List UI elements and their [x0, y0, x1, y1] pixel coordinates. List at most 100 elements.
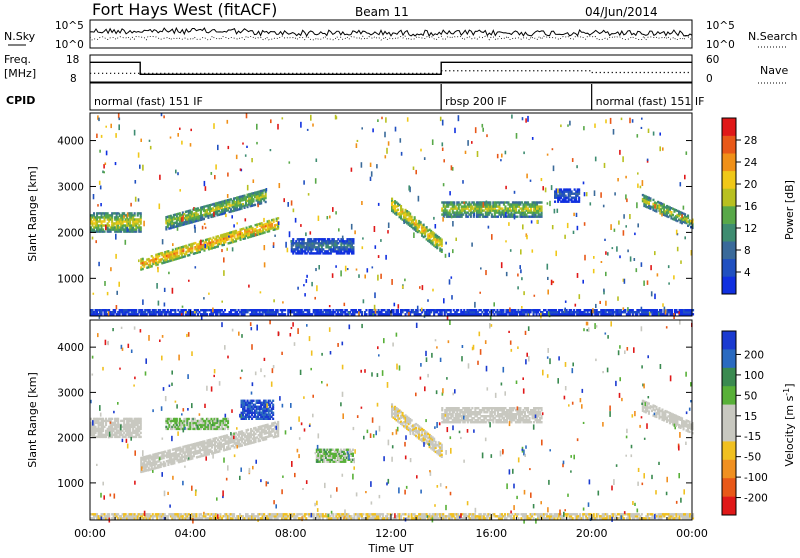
- heatmap-cell: [592, 308, 594, 313]
- heatmap-cell: [282, 117, 284, 119]
- heatmap-cell: [361, 311, 363, 313]
- heatmap-cell: [523, 291, 525, 295]
- heatmap-cell: [150, 146, 152, 150]
- heatmap-cell: [441, 239, 443, 241]
- heatmap-cell: [620, 313, 622, 315]
- heatmap-cell: [275, 313, 277, 315]
- noise-search-label: N.Search: [748, 30, 798, 43]
- heatmap-cell: [404, 279, 406, 282]
- heatmap-cell: [127, 212, 129, 217]
- heatmap-cell: [117, 418, 119, 420]
- heatmap-cell: [552, 148, 554, 150]
- heatmap-cell: [627, 307, 629, 311]
- heatmap-cell: [575, 304, 577, 307]
- heatmap-cell: [264, 262, 266, 267]
- heatmap-cell: [480, 313, 482, 315]
- heatmap-cell: [424, 233, 426, 235]
- heatmap-cell: [287, 202, 289, 207]
- heatmap-cell: [443, 183, 445, 186]
- heatmap-cell: [505, 151, 507, 155]
- heatmap-cell: [356, 143, 358, 148]
- heatmap-cell: [188, 254, 190, 256]
- heatmap-cell: [332, 313, 334, 315]
- heatmap-cell: [340, 270, 342, 276]
- heatmap-cell: [578, 193, 580, 195]
- heatmap-cell: [532, 137, 534, 140]
- heatmap-cell: [300, 122, 302, 128]
- heatmap-cell: [442, 148, 444, 151]
- heatmap-cell: [228, 146, 230, 149]
- heatmap-cell: [618, 221, 620, 225]
- date-label: 04/Jun/2014: [585, 5, 658, 19]
- heatmap-cell: [200, 240, 202, 246]
- y-tick-label: 4000: [57, 136, 84, 148]
- heatmap-cell: [648, 129, 650, 133]
- heatmap-cell: [284, 313, 286, 315]
- heatmap-cell: [248, 285, 250, 288]
- heatmap-cell: [315, 178, 317, 184]
- heatmap-cell: [314, 297, 316, 300]
- heatmap-cell: [289, 161, 291, 163]
- heatmap-cell: [659, 133, 661, 136]
- heatmap-cell: [137, 313, 139, 315]
- heatmap-cell: [415, 220, 417, 222]
- heatmap-cell: [168, 219, 170, 224]
- heatmap-cell: [336, 116, 338, 119]
- heatmap-cell: [236, 222, 238, 224]
- heatmap-cell: [270, 149, 272, 151]
- heatmap-cell: [204, 244, 206, 248]
- heatmap-cell: [125, 240, 127, 245]
- heatmap-cell: [278, 221, 280, 225]
- heatmap-cell: [483, 202, 485, 208]
- heatmap-cell: [182, 215, 184, 221]
- heatmap-cell: [191, 245, 193, 247]
- heatmap-cell: [475, 127, 477, 133]
- heatmap-cell: [621, 118, 623, 121]
- heatmap-cell: [547, 264, 549, 270]
- heatmap-cell: [604, 239, 606, 241]
- heatmap-cell: [605, 119, 607, 123]
- heatmap-cell: [534, 295, 536, 297]
- heatmap-cell: [197, 313, 199, 315]
- heatmap-cell: [289, 231, 291, 237]
- heatmap-cell: [521, 306, 523, 309]
- heatmap-cell: [98, 262, 100, 266]
- heatmap-cell: [576, 213, 578, 217]
- heatmap-cell: [241, 444, 243, 446]
- heatmap-cell: [277, 309, 279, 311]
- heatmap-cell: [375, 309, 377, 314]
- heatmap-cell: [632, 119, 634, 123]
- heatmap-cell: [686, 218, 688, 223]
- heatmap-cell: [268, 230, 270, 232]
- heatmap-cell: [516, 133, 518, 139]
- heatmap-cell: [479, 216, 481, 218]
- heatmap-cell: [530, 180, 532, 182]
- heatmap-cell: [212, 313, 214, 315]
- heatmap-cell: [650, 265, 652, 270]
- heatmap-cell: [375, 245, 377, 249]
- heatmap-cell: [487, 313, 489, 315]
- heatmap-cell: [654, 294, 656, 300]
- heatmap-cell: [402, 286, 404, 289]
- heatmap-cell: [479, 292, 481, 294]
- freq-tick-low: 8: [70, 73, 77, 85]
- heatmap-cell: [660, 309, 662, 311]
- heatmap-cell: [447, 205, 449, 207]
- heatmap-cell: [205, 227, 207, 229]
- heatmap-cell: [601, 261, 603, 263]
- heatmap-cell: [126, 227, 128, 232]
- heatmap-cell: [541, 205, 543, 207]
- heatmap-cell: [311, 313, 313, 315]
- heatmap-cell: [227, 194, 229, 198]
- heatmap-cell: [274, 235, 276, 237]
- heatmap-cell: [380, 274, 382, 279]
- heatmap-cell: [318, 216, 320, 221]
- heatmap-cell: [586, 192, 588, 196]
- heatmap-cell: [385, 117, 387, 122]
- heatmap-cell: [164, 288, 166, 292]
- heatmap-cell: [391, 198, 393, 200]
- heatmap-cell: [402, 208, 404, 210]
- heatmap-cell: [185, 311, 187, 314]
- noise-left-tick-high: 10^5: [55, 20, 84, 32]
- heatmap-cell: [264, 245, 266, 250]
